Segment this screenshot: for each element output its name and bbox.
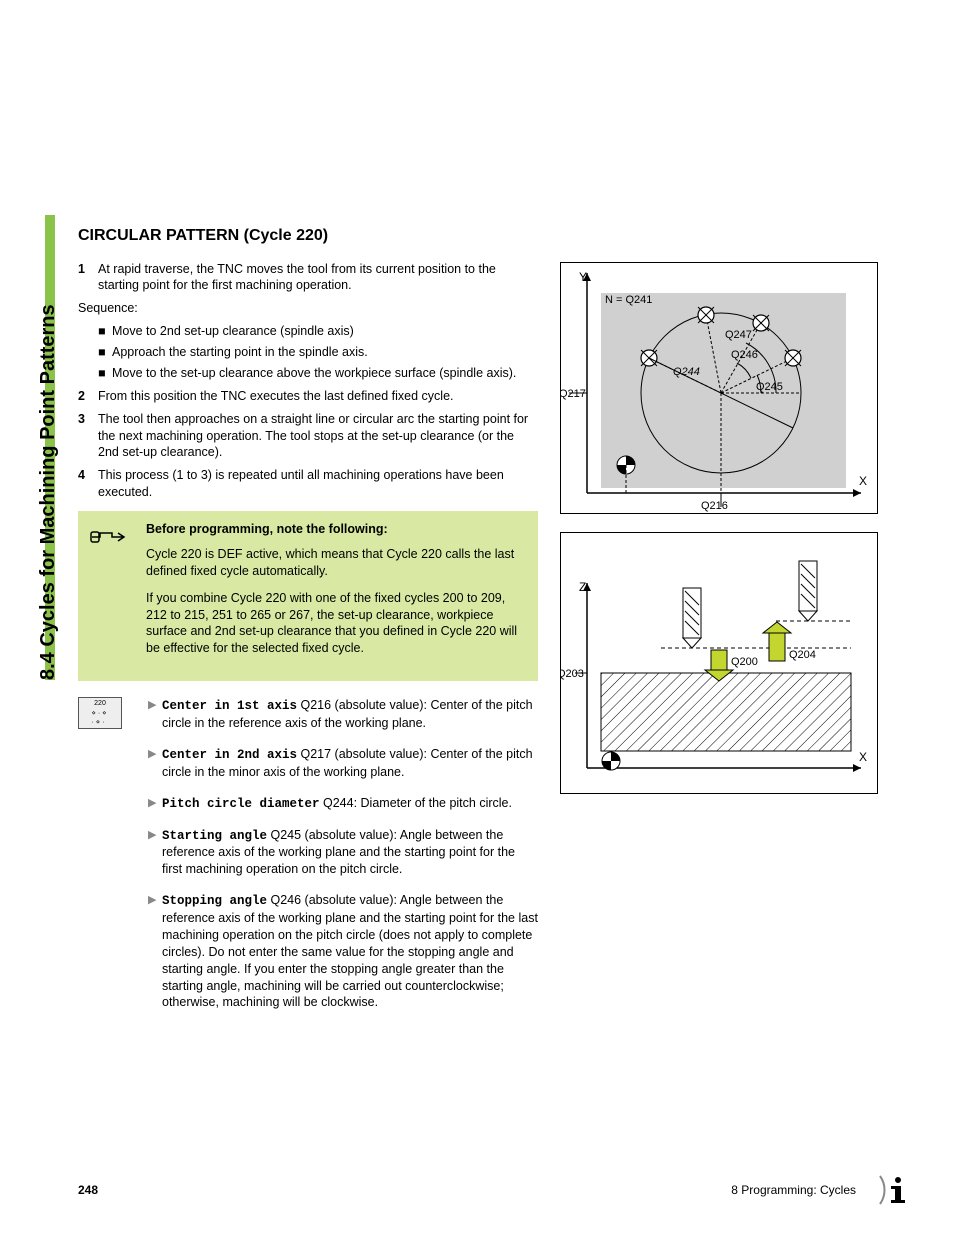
triangle-icon: ▶: [148, 827, 162, 879]
bullet-icon: ■: [98, 323, 112, 340]
param-item: ▶ Starting angle Q245 (absolute value): …: [148, 827, 538, 879]
label-q245: Q245: [756, 381, 783, 393]
axis-x-label: X: [859, 750, 867, 764]
param-body: Pitch circle diameter Q244: Diameter of …: [162, 795, 538, 813]
param-desc: Q246 (absolute value): Angle between the…: [162, 893, 538, 1009]
tool-left: [683, 588, 701, 648]
step-number: 2: [78, 388, 98, 405]
step-text: The tool then approaches on a straight l…: [98, 411, 538, 462]
note-paragraph: If you combine Cycle 220 with one of the…: [146, 590, 526, 658]
sequence-label: Sequence:: [78, 300, 538, 317]
cycle-icon-dots: ⋄·⋄·⋄·: [91, 709, 108, 728]
diagram-xy-plane: Y X N = Q241 Q247 Q246 Q244 Q245 Q217 Q2…: [560, 262, 878, 514]
label-q217: Q217: [561, 388, 586, 400]
label-n: N = Q241: [605, 294, 652, 306]
note-body: Before programming, note the following: …: [146, 521, 526, 667]
param-name: Pitch circle diameter: [162, 797, 320, 811]
label-q204: Q204: [789, 649, 816, 661]
cycle-220-icon: 220 ⋄·⋄·⋄·: [78, 697, 122, 729]
step-3: 3 The tool then approaches on a straight…: [78, 411, 538, 462]
axis-x-label: X: [859, 474, 867, 488]
label-q200: Q200: [731, 656, 758, 668]
list-item-text: Move to the set-up clearance above the w…: [112, 365, 516, 382]
step-1: 1 At rapid traverse, the TNC moves the t…: [78, 261, 538, 295]
step-text: From this position the TNC executes the …: [98, 388, 538, 405]
param-item: ▶ Stopping angle Q246 (absolute value): …: [148, 892, 538, 1011]
label-q216: Q216: [701, 500, 728, 512]
list-item-text: Approach the starting point in the spind…: [112, 344, 368, 361]
param-name: Center in 2nd axis: [162, 748, 297, 762]
param-name: Stopping angle: [162, 894, 267, 908]
params-icon-col: 220 ⋄·⋄·⋄·: [78, 697, 148, 1025]
step-text: At rapid traverse, the TNC moves the too…: [98, 261, 538, 295]
label-q244: Q244: [673, 366, 700, 378]
note-paragraph: Cycle 220 is DEF active, which means tha…: [146, 546, 526, 580]
param-item: ▶ Center in 1st axis Q216 (absolute valu…: [148, 697, 538, 732]
arrow-q204: [763, 622, 791, 661]
step-number: 3: [78, 411, 98, 462]
axis-y-label: Y: [579, 270, 587, 284]
diagram-xz-plane: Z X Q203 Q200 Q204: [560, 532, 878, 794]
step-text: This process (1 to 3) is repeated until …: [98, 467, 538, 501]
params-wrap: 220 ⋄·⋄·⋄· ▶ Center in 1st axis Q216 (ab…: [78, 697, 538, 1025]
step-4: 4 This process (1 to 3) is repeated unti…: [78, 467, 538, 501]
param-item: ▶ Center in 2nd axis Q217 (absolute valu…: [148, 746, 538, 781]
note-box: Before programming, note the following: …: [78, 511, 538, 681]
label-q246: Q246: [731, 349, 758, 361]
param-body: Center in 2nd axis Q217 (absolute value)…: [162, 746, 538, 781]
step-2: 2 From this position the TNC executes th…: [78, 388, 538, 405]
list-item: ■Move to 2nd set-up clearance (spindle a…: [98, 323, 538, 340]
triangle-icon: ▶: [148, 795, 162, 813]
cycle-icon-number: 220: [94, 699, 106, 708]
sequence-list: ■Move to 2nd set-up clearance (spindle a…: [98, 323, 538, 382]
chapter-reference: 8 Programming: Cycles: [731, 1182, 856, 1198]
triangle-icon: ▶: [148, 697, 162, 732]
note-title: Before programming, note the following:: [146, 521, 526, 538]
triangle-icon: ▶: [148, 746, 162, 781]
list-item: ■Approach the starting point in the spin…: [98, 344, 538, 361]
param-name: Center in 1st axis: [162, 699, 297, 713]
list-item-text: Move to 2nd set-up clearance (spindle ax…: [112, 323, 354, 340]
param-body: Center in 1st axis Q216 (absolute value)…: [162, 697, 538, 732]
param-body: Starting angle Q245 (absolute value): An…: [162, 827, 538, 879]
info-icon: [876, 1172, 912, 1213]
step-number: 4: [78, 467, 98, 501]
param-body: Stopping angle Q246 (absolute value): An…: [162, 892, 538, 1011]
bullet-icon: ■: [98, 344, 112, 361]
step-number: 1: [78, 261, 98, 295]
page-heading: CIRCULAR PATTERN (Cycle 220): [78, 225, 538, 247]
label-q203: Q203: [561, 668, 584, 680]
main-content: CIRCULAR PATTERN (Cycle 220) 1 At rapid …: [78, 225, 538, 1025]
section-side-title: 8.4 Cycles for Machining Point Patterns: [35, 304, 62, 680]
param-name: Starting angle: [162, 829, 267, 843]
bullet-icon: ■: [98, 365, 112, 382]
triangle-icon: ▶: [148, 892, 162, 1011]
axis-z-label: Z: [579, 580, 586, 594]
params-list: ▶ Center in 1st axis Q216 (absolute valu…: [148, 697, 538, 1025]
label-q247: Q247: [725, 329, 752, 341]
page-number: 248: [78, 1182, 98, 1198]
list-item: ■Move to the set-up clearance above the …: [98, 365, 538, 382]
note-icon-col: [90, 521, 146, 667]
tool-right: [799, 561, 817, 621]
param-desc: Q244: Diameter of the pitch circle.: [320, 796, 512, 810]
param-item: ▶ Pitch circle diameter Q244: Diameter o…: [148, 795, 538, 813]
hand-point-icon: [90, 523, 128, 551]
